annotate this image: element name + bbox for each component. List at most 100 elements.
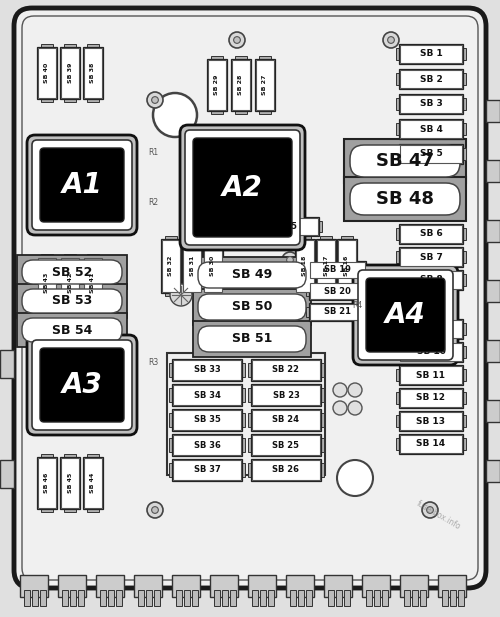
Circle shape — [388, 36, 394, 43]
Bar — [396, 415, 400, 427]
Text: SB 11: SB 11 — [416, 370, 446, 379]
Bar — [462, 228, 466, 240]
Bar — [37, 257, 57, 309]
Bar — [251, 409, 321, 431]
Bar — [169, 388, 173, 402]
Bar — [320, 438, 324, 452]
Bar — [244, 221, 248, 232]
Bar — [252, 360, 320, 380]
Bar — [306, 286, 310, 296]
Text: SB 33: SB 33 — [194, 365, 220, 375]
Bar — [362, 575, 390, 597]
Bar — [248, 413, 252, 427]
Bar — [116, 590, 122, 606]
Bar — [173, 435, 241, 455]
Bar — [400, 120, 462, 138]
Bar — [256, 60, 274, 110]
Circle shape — [170, 284, 192, 306]
Text: SB 23: SB 23 — [272, 391, 299, 399]
Text: R2: R2 — [148, 198, 158, 207]
Bar — [396, 228, 400, 240]
Bar — [64, 98, 76, 102]
Text: SB 4: SB 4 — [420, 125, 442, 133]
Bar — [241, 438, 245, 452]
Bar — [399, 94, 463, 114]
Circle shape — [337, 460, 373, 496]
Bar — [309, 303, 366, 321]
Circle shape — [282, 252, 298, 268]
Bar — [203, 239, 223, 293]
Bar — [252, 385, 320, 405]
Bar — [222, 590, 228, 606]
Bar — [84, 458, 102, 508]
Text: SB 12: SB 12 — [416, 394, 446, 402]
Bar — [252, 435, 320, 455]
Bar — [100, 590, 106, 606]
Bar — [83, 457, 103, 509]
Bar — [60, 47, 80, 99]
Bar — [248, 438, 252, 452]
Bar — [17, 255, 127, 289]
Bar — [462, 148, 466, 160]
Bar — [96, 575, 124, 597]
Circle shape — [152, 97, 158, 104]
Bar — [214, 590, 220, 606]
Bar — [400, 575, 428, 597]
Text: SB 31: SB 31 — [190, 256, 194, 276]
Bar — [176, 590, 182, 606]
Bar — [399, 319, 463, 339]
Text: SB 5: SB 5 — [420, 149, 442, 159]
Bar — [172, 384, 242, 406]
Circle shape — [286, 257, 294, 263]
Bar — [399, 119, 463, 139]
Text: SB 45: SB 45 — [68, 473, 72, 493]
Bar — [17, 284, 127, 318]
Bar — [38, 458, 56, 508]
FancyBboxPatch shape — [40, 148, 124, 222]
Text: SB 27: SB 27 — [262, 75, 268, 95]
Bar — [193, 321, 311, 357]
Text: SB 53: SB 53 — [52, 294, 92, 307]
Bar — [208, 60, 226, 110]
Bar — [173, 385, 241, 405]
Bar — [310, 304, 365, 320]
Bar — [173, 360, 241, 380]
FancyBboxPatch shape — [14, 8, 486, 588]
Bar — [87, 44, 99, 48]
Text: R1: R1 — [148, 148, 158, 157]
Bar — [169, 363, 173, 377]
Bar — [204, 240, 222, 292]
Bar — [235, 56, 247, 60]
Bar — [248, 388, 252, 402]
Text: fuse-box.info: fuse-box.info — [415, 499, 463, 532]
Text: SB 18: SB 18 — [302, 256, 308, 276]
Bar — [259, 110, 271, 114]
Text: SB 42: SB 42 — [68, 273, 72, 293]
Bar — [341, 292, 353, 296]
Bar — [486, 160, 500, 182]
Bar — [399, 270, 463, 290]
Bar — [62, 590, 68, 606]
Text: SB 48: SB 48 — [376, 190, 434, 208]
Bar — [396, 369, 400, 381]
Bar — [296, 240, 314, 292]
Bar — [462, 369, 466, 381]
Bar — [78, 590, 84, 606]
Bar — [399, 44, 463, 64]
Bar — [366, 590, 372, 606]
Text: A1: A1 — [62, 171, 102, 199]
Bar — [60, 457, 80, 509]
FancyBboxPatch shape — [198, 294, 306, 320]
Bar — [338, 240, 356, 292]
Bar — [295, 239, 315, 293]
Bar — [230, 590, 236, 606]
Bar — [183, 240, 201, 292]
Bar — [396, 323, 400, 335]
Text: SB 41: SB 41 — [90, 273, 96, 293]
Bar — [70, 590, 76, 606]
Bar — [268, 590, 274, 606]
Bar — [382, 590, 388, 606]
Bar — [396, 274, 400, 286]
Bar — [172, 434, 242, 456]
Bar — [400, 95, 462, 113]
